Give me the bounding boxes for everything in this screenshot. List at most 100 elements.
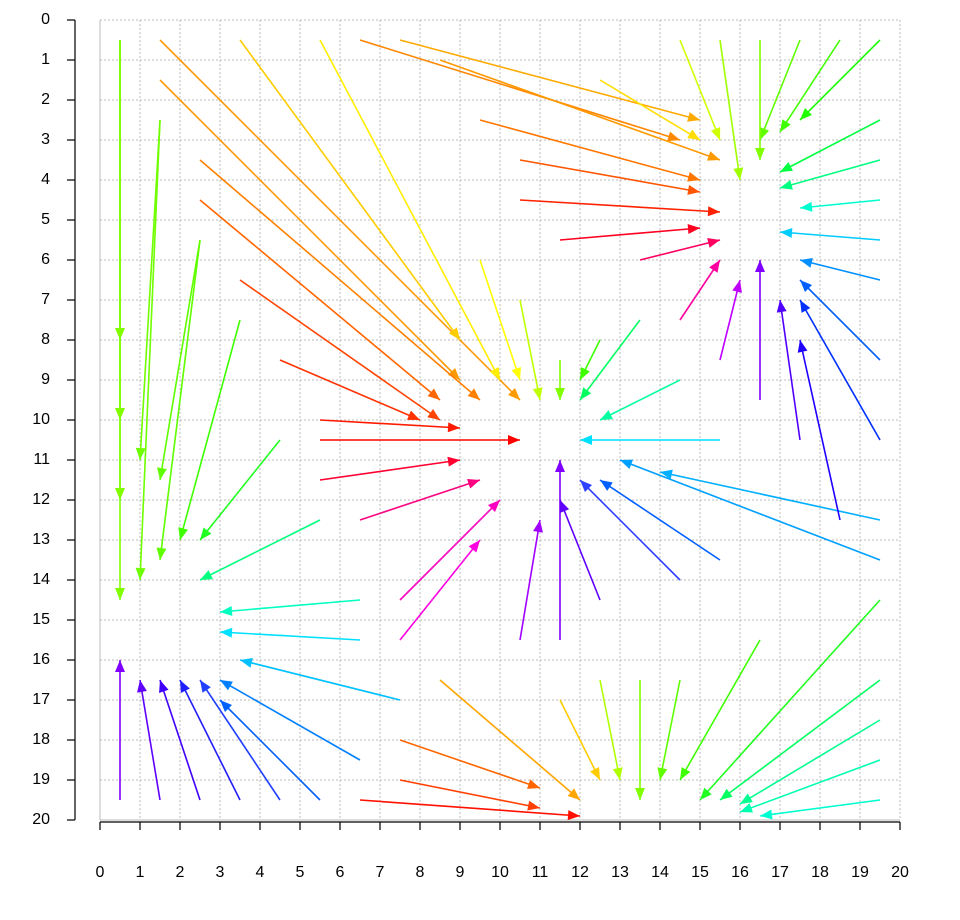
arrow-head — [447, 422, 460, 433]
arrow — [799, 199, 881, 212]
x-tick-label: 19 — [851, 864, 869, 881]
arrow-head — [687, 172, 700, 182]
arrow — [219, 679, 361, 761]
arrow-head — [667, 131, 680, 142]
y-tick-label: 9 — [41, 371, 50, 388]
arrow — [555, 460, 565, 640]
arrow-shaft — [719, 679, 881, 801]
arrow-shaft — [619, 459, 881, 561]
arrow-shaft — [439, 59, 721, 161]
arrow — [115, 40, 125, 340]
arrow-shaft — [679, 639, 761, 781]
arrow — [580, 435, 720, 445]
arrow — [135, 119, 161, 461]
arrow-shaft — [479, 259, 521, 381]
arrow-shaft — [559, 499, 601, 601]
arrow-shaft — [519, 159, 701, 193]
arrow-head — [447, 367, 460, 380]
arrow — [519, 519, 543, 641]
arrow-shaft — [219, 679, 361, 761]
arrow — [157, 239, 201, 481]
arrow-head — [555, 460, 565, 472]
arrow — [799, 258, 881, 281]
arrow — [739, 759, 881, 813]
arrow-head — [508, 435, 520, 445]
arrow-head — [135, 567, 146, 580]
arrow — [239, 39, 461, 341]
x-tick-label: 17 — [771, 864, 789, 881]
arrow-shaft — [779, 39, 841, 133]
arrow — [679, 639, 761, 781]
arrow-head — [800, 258, 813, 268]
y-tick-label: 20 — [32, 811, 50, 828]
arrow-head — [427, 409, 440, 420]
arrow-shaft — [519, 199, 721, 213]
arrow-head — [200, 680, 211, 693]
arrow — [159, 79, 461, 381]
arrow-shaft — [359, 39, 681, 141]
arrow — [599, 79, 701, 141]
arrow-shaft — [799, 39, 881, 121]
arrow-head — [115, 328, 125, 340]
arrow — [719, 39, 744, 181]
x-tick-label: 13 — [611, 864, 629, 881]
arrow — [399, 739, 541, 789]
arrow-head — [776, 300, 787, 313]
arrow-shaft — [139, 679, 161, 801]
x-tick-label: 8 — [416, 864, 425, 881]
arrow-shaft — [679, 39, 721, 141]
arrow-shaft — [579, 479, 681, 581]
y-tick-label: 11 — [33, 451, 50, 468]
y-tick-label: 3 — [41, 131, 50, 148]
arrow-head — [709, 260, 720, 273]
arrow — [657, 679, 681, 781]
x-tick-label: 2 — [176, 864, 185, 881]
arrow — [779, 119, 881, 173]
arrow-head — [635, 788, 645, 800]
arrow-shaft — [599, 379, 681, 421]
arrow-head — [467, 479, 480, 489]
arrow-shaft — [359, 799, 581, 817]
arrow-shaft — [779, 159, 881, 189]
arrow — [799, 279, 881, 361]
arrow — [219, 627, 361, 641]
y-tick-label: 2 — [41, 91, 50, 108]
arrow-head — [800, 300, 811, 313]
arrow-head — [447, 456, 460, 467]
y-tick-label: 8 — [41, 331, 50, 348]
arrow — [137, 679, 161, 801]
arrow-head — [200, 570, 213, 580]
arrow — [555, 360, 565, 400]
arrow — [776, 299, 801, 441]
arrow — [179, 679, 241, 801]
arrow-head — [732, 280, 742, 293]
arrow-head — [448, 327, 460, 340]
y-tick-label: 10 — [32, 411, 50, 428]
arrow-head — [240, 658, 253, 668]
y-tick-label: 12 — [32, 491, 50, 508]
arrow-head — [710, 127, 721, 140]
arrow-head — [660, 469, 673, 480]
arrow-shaft — [519, 519, 541, 641]
arrow-head — [555, 388, 565, 400]
arrow-shaft — [219, 699, 321, 801]
arrow-shaft — [799, 339, 841, 521]
arrow — [799, 299, 881, 441]
arrow — [359, 39, 681, 142]
y-tick-label: 6 — [41, 251, 50, 268]
arrow — [579, 339, 601, 381]
arrow-shaft — [199, 679, 281, 801]
arrow-shaft — [399, 779, 541, 809]
x-tick-label: 4 — [256, 864, 265, 881]
arrow-shaft — [139, 119, 161, 581]
arrow-head — [687, 112, 700, 122]
x-tick-label: 11 — [532, 864, 549, 881]
arrow — [319, 39, 501, 381]
arrow — [159, 679, 201, 801]
y-tick-label: 17 — [32, 691, 50, 708]
arrow-shaft — [139, 119, 161, 461]
arrow-shaft — [399, 39, 701, 121]
arrow — [779, 227, 881, 241]
arrow-head — [115, 660, 125, 672]
arrow-head — [580, 387, 592, 400]
